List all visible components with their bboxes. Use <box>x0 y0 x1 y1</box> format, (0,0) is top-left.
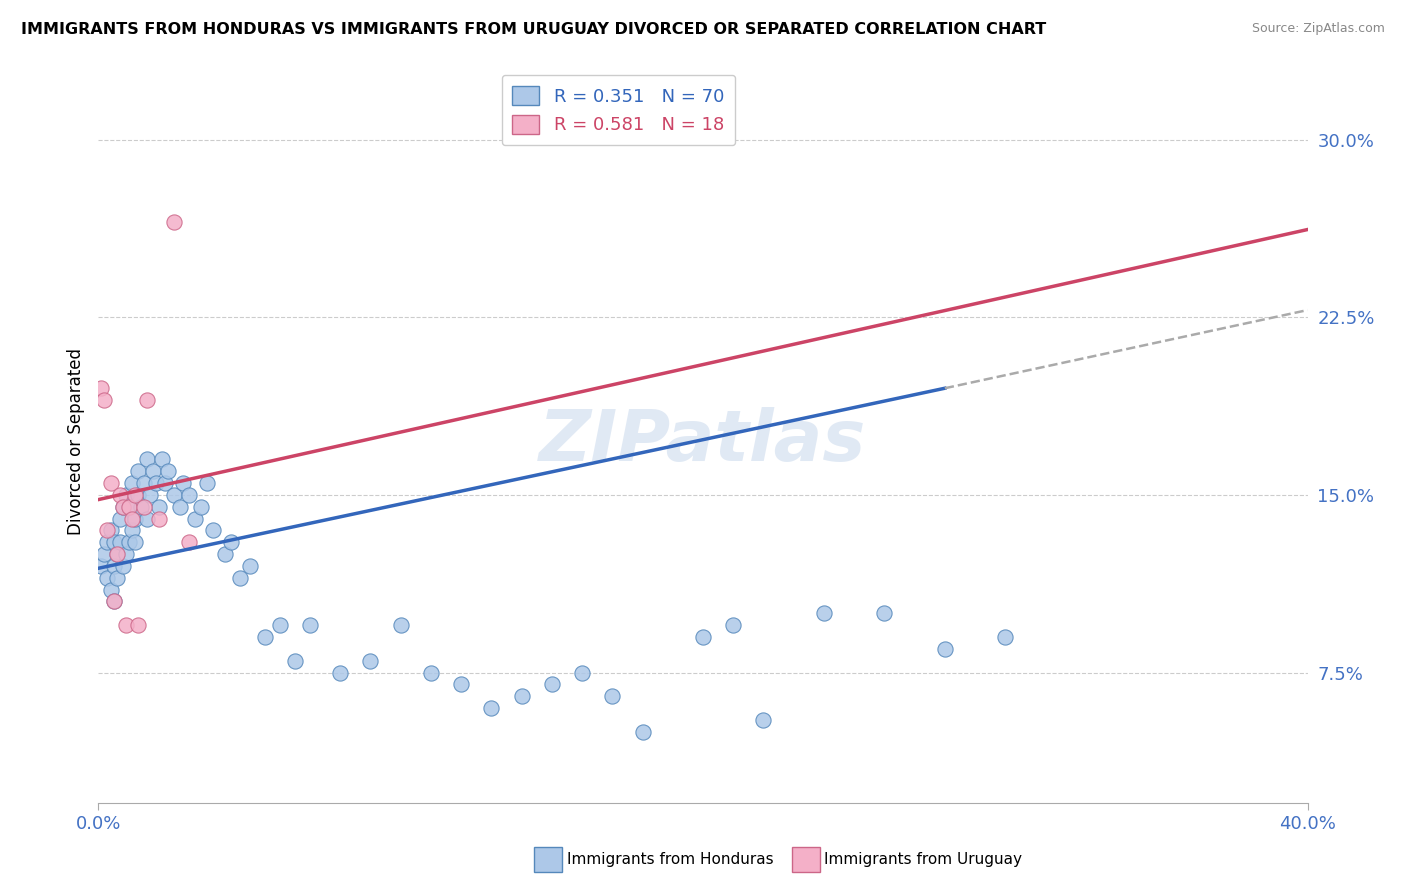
Point <box>172 475 194 490</box>
Text: Source: ZipAtlas.com: Source: ZipAtlas.com <box>1251 22 1385 36</box>
Point <box>221 535 243 549</box>
Point <box>269 618 291 632</box>
Point <box>389 618 412 632</box>
Point <box>602 689 624 703</box>
Point <box>299 618 322 632</box>
Point <box>813 607 835 621</box>
Point <box>631 724 654 739</box>
Point <box>148 500 170 514</box>
Point <box>145 475 167 490</box>
Point <box>103 594 125 608</box>
Point <box>135 452 157 467</box>
Point <box>118 500 141 514</box>
Point <box>481 701 503 715</box>
Point <box>132 500 155 514</box>
Point <box>111 500 134 514</box>
Point <box>90 381 112 395</box>
Point <box>184 511 207 525</box>
Point <box>100 582 122 597</box>
Text: IMMIGRANTS FROM HONDURAS VS IMMIGRANTS FROM URUGUAY DIVORCED OR SEPARATED CORREL: IMMIGRANTS FROM HONDURAS VS IMMIGRANTS F… <box>21 22 1046 37</box>
Point <box>934 641 956 656</box>
Point <box>129 500 152 514</box>
Point <box>108 535 131 549</box>
Point <box>108 511 131 525</box>
Y-axis label: Divorced or Separated: Divorced or Separated <box>66 348 84 535</box>
Point <box>723 618 745 632</box>
Point <box>90 558 112 573</box>
Point <box>540 677 562 691</box>
Point <box>124 535 146 549</box>
Text: Immigrants from Uruguay: Immigrants from Uruguay <box>824 853 1022 867</box>
Point <box>124 511 146 525</box>
Point <box>214 547 236 561</box>
Point <box>153 475 176 490</box>
Point <box>118 500 141 514</box>
Point <box>163 215 186 229</box>
Point <box>132 475 155 490</box>
Point <box>195 475 218 490</box>
Point <box>111 500 134 514</box>
Point <box>253 630 276 644</box>
Point <box>135 393 157 408</box>
Point <box>360 654 382 668</box>
Point <box>239 558 262 573</box>
Point <box>127 488 149 502</box>
Point <box>105 571 128 585</box>
Point <box>93 547 115 561</box>
Point <box>202 524 225 538</box>
Point <box>103 535 125 549</box>
Point <box>103 594 125 608</box>
Point <box>118 535 141 549</box>
Point <box>571 665 593 680</box>
Point <box>179 488 201 502</box>
Point <box>752 713 775 727</box>
Point <box>329 665 352 680</box>
Point <box>169 500 191 514</box>
Point <box>150 452 173 467</box>
Point <box>190 500 212 514</box>
Point <box>96 524 118 538</box>
Point <box>103 558 125 573</box>
Text: ZIPatlas: ZIPatlas <box>540 407 866 476</box>
Point <box>105 547 128 561</box>
Point <box>93 393 115 408</box>
Point <box>108 488 131 502</box>
Legend: R = 0.351   N = 70, R = 0.581   N = 18: R = 0.351 N = 70, R = 0.581 N = 18 <box>502 75 735 145</box>
Point <box>229 571 252 585</box>
Point <box>510 689 533 703</box>
Point <box>284 654 307 668</box>
Point <box>873 607 896 621</box>
Point <box>135 511 157 525</box>
Point <box>124 488 146 502</box>
Point <box>163 488 186 502</box>
Point <box>100 475 122 490</box>
Point <box>994 630 1017 644</box>
Point <box>156 464 179 478</box>
Point <box>450 677 472 691</box>
Point <box>114 618 136 632</box>
Point <box>121 511 143 525</box>
Text: Immigrants from Honduras: Immigrants from Honduras <box>567 853 773 867</box>
Point <box>127 618 149 632</box>
Point <box>179 535 201 549</box>
Point <box>692 630 714 644</box>
Point <box>111 558 134 573</box>
Point <box>114 547 136 561</box>
Point <box>96 535 118 549</box>
Point <box>420 665 443 680</box>
Point <box>139 488 162 502</box>
Point <box>127 464 149 478</box>
Point <box>100 524 122 538</box>
Point <box>121 475 143 490</box>
Point <box>105 547 128 561</box>
Point <box>121 524 143 538</box>
Point <box>114 488 136 502</box>
Point <box>142 464 165 478</box>
Point <box>96 571 118 585</box>
Point <box>148 511 170 525</box>
